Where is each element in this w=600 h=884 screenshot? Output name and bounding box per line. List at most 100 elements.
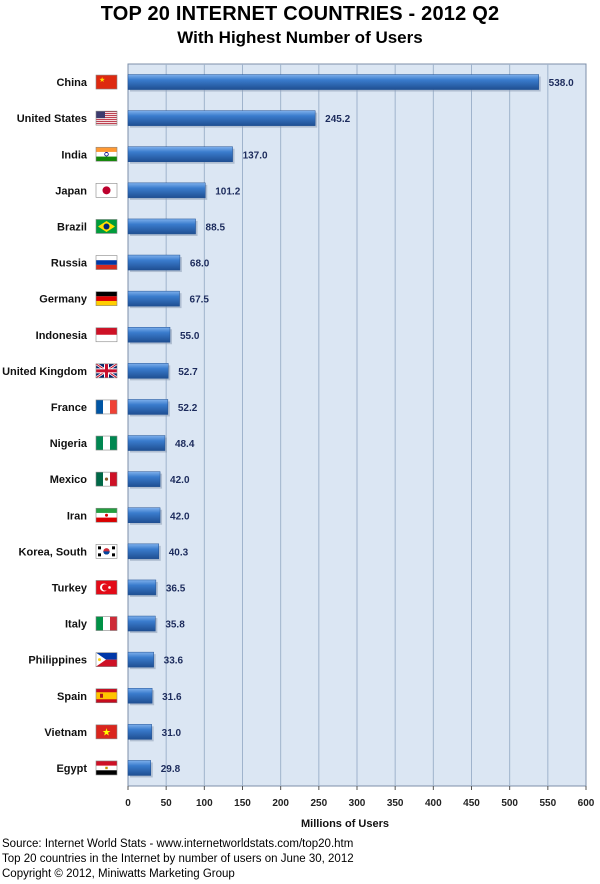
iran-flag [95,507,118,523]
bar [127,399,169,415]
x-tick-label: 300 [349,798,366,809]
x-tick-label: 500 [501,798,518,809]
value-label: 31.6 [162,692,182,703]
value-labels: 538.0 245.2 137.0 101.2 88.5 68.0 67.5 55.0 52.7… [161,78,574,775]
bar [127,615,156,632]
south-korea-flag [95,544,118,559]
category-label: Egypt [56,763,87,775]
svg-text:★: ★ [99,76,105,84]
category-label: Philippines [28,655,87,667]
x-tick-label: 400 [425,798,442,809]
x-tick-label: 350 [387,798,404,809]
x-tick-label: 50 [161,798,173,809]
footer-source: Source: Internet World Stats - www.inter… [2,838,354,850]
x-tick-label: 550 [539,798,556,809]
value-label: 67.5 [190,295,210,306]
egypt-flag [95,760,118,776]
category-label: Indonesia [36,330,88,342]
mexico-flag [95,471,118,487]
category-label: France [51,402,87,414]
bar [127,543,160,560]
value-label: 48.4 [175,439,195,450]
value-label: 52.7 [178,367,198,378]
india-flag [95,146,118,162]
category-label: Mexico [50,474,88,486]
bar [127,579,157,596]
bar [127,254,181,271]
bar [127,760,151,776]
category-label: United Kingdom [2,366,87,378]
value-label: 31.0 [162,728,182,739]
turkey-flag [95,580,118,595]
category-labels: China United States India Japan Brazil Russia… [2,77,88,775]
x-tick-label: 250 [310,798,327,809]
category-label: China [56,77,87,89]
bar [127,182,206,199]
bar [127,688,153,704]
category-label: Iran [67,510,87,522]
value-label: 137.0 [243,150,268,161]
flags: ★★ [95,74,118,776]
x-tick-label: 450 [463,798,480,809]
category-label: Japan [55,185,87,197]
x-tick-label: 100 [196,798,213,809]
value-label: 40.3 [169,547,189,558]
value-label: 35.8 [165,620,185,631]
footer-copyright: Copyright © 2012, Miniwatts Marketing Gr… [2,868,235,880]
bar [127,110,316,126]
category-label: Italy [65,619,88,631]
value-label: 55.0 [180,331,200,342]
bar [127,74,539,90]
svg-text:★: ★ [102,727,111,738]
value-label: 101.2 [215,186,240,197]
x-tick-label: 200 [272,798,289,809]
x-axis-label: Millions of Users [301,818,389,830]
value-label: 29.8 [161,764,181,775]
x-tick-label: 0 [125,798,131,809]
value-label: 42.0 [170,475,190,486]
vietnam-flag: ★ [95,724,118,740]
x-tick-label: 600 [578,798,595,809]
category-label: Spain [57,691,87,703]
value-label: 36.5 [166,583,186,594]
bar [127,651,154,668]
bar [127,363,169,379]
nigeria-flag [95,435,118,451]
category-label: United States [17,113,87,125]
italy-flag [95,616,118,631]
value-label: 33.6 [164,656,184,667]
category-label: Brazil [57,221,87,233]
category-label: Germany [39,294,88,306]
value-label: 245.2 [325,114,350,125]
bar [127,218,196,235]
bar [127,471,161,487]
japan-flag [95,183,118,198]
russia-flag [95,255,118,270]
category-label: Russia [51,258,88,270]
footer-description: Top 20 countries in the Internet by numb… [2,853,354,865]
category-label: Nigeria [50,438,88,450]
bar [127,327,171,343]
value-label: 68.0 [190,259,210,270]
value-label: 42.0 [170,511,190,522]
china-flag: ★ [95,74,118,90]
germany-flag [95,291,118,306]
philippines-flag [95,652,118,667]
usa-flag [95,110,118,126]
gridlines [165,64,549,786]
bar [127,290,180,307]
bar [127,146,233,162]
uk-flag [95,362,118,379]
category-label: India [61,149,88,161]
bars [127,74,541,778]
category-label: Korea, South [19,546,88,558]
france-flag [95,399,118,415]
brazil-flag [95,219,118,234]
category-label: Turkey [52,582,88,594]
bar [127,507,161,523]
chart-title: TOP 20 INTERNET COUNTRIES - 2012 Q2 [100,3,500,25]
value-label: 52.2 [178,403,198,414]
x-axis-ticks: 0 50 100 150 200 250 300 350 400 450 500 550 600 [125,786,595,809]
indonesia-flag [95,327,118,343]
